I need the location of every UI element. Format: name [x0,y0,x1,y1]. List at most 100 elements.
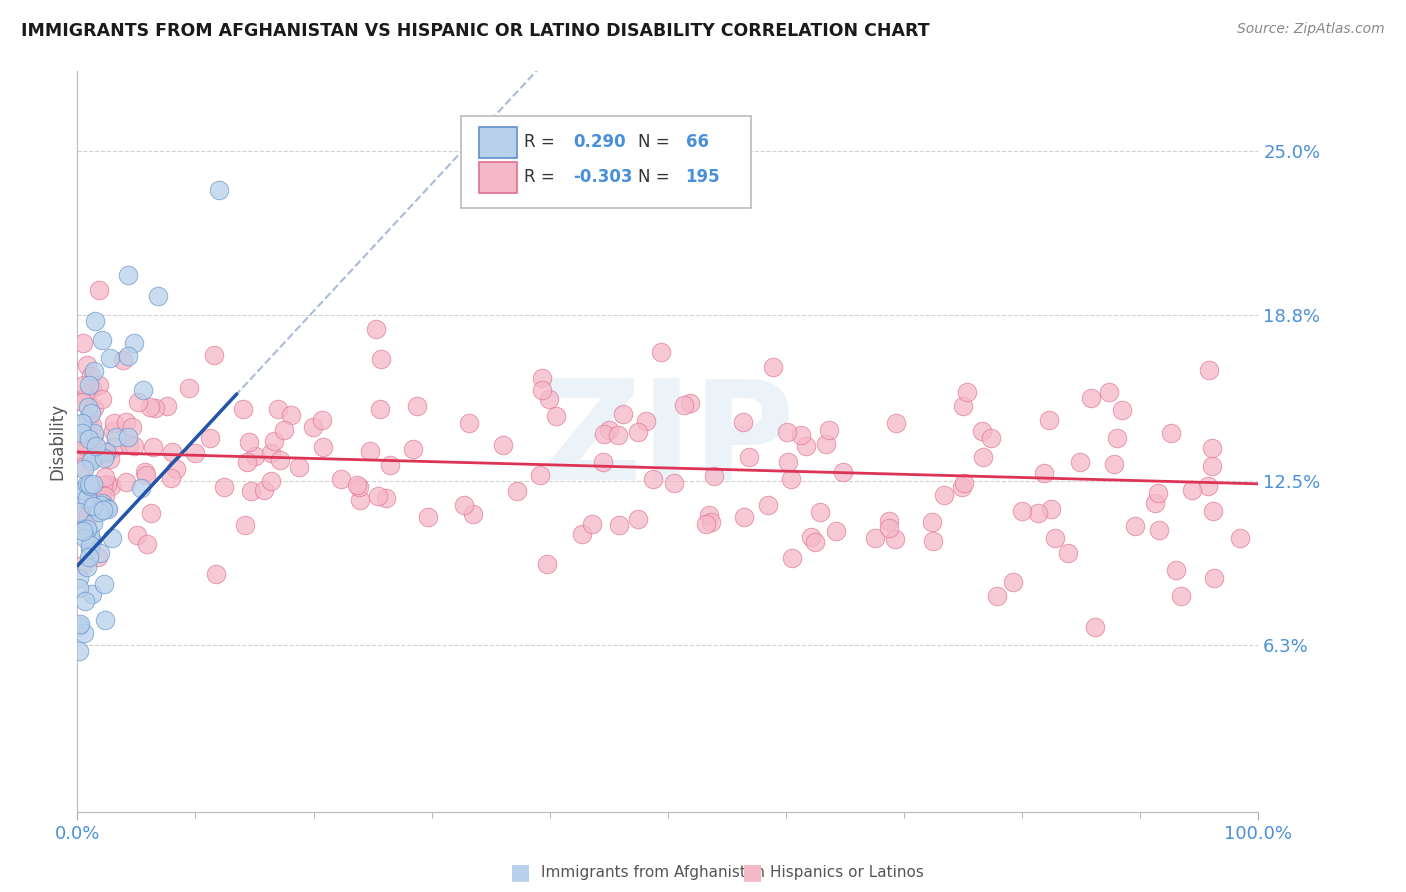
Text: IMMIGRANTS FROM AFGHANISTAN VS HISPANIC OR LATINO DISABILITY CORRELATION CHART: IMMIGRANTS FROM AFGHANISTAN VS HISPANIC … [21,22,929,40]
Point [166,462,188,476]
Point [198,431,221,445]
Point [544,409,567,424]
Point [98,351,121,365]
Point [627,425,650,439]
Point [1181,483,1204,497]
Point [129,481,152,495]
Point [79,478,101,492]
Point [82,534,104,549]
Point [980,431,1002,445]
Text: ZIP: ZIP [541,374,794,509]
Point [141,507,163,521]
Point [1229,531,1251,545]
Point [73,378,96,392]
Point [1144,496,1167,510]
Point [695,516,717,531]
Point [232,401,254,416]
Point [370,402,392,417]
Point [233,517,256,532]
Point [76,522,98,536]
Text: R =: R = [524,134,560,152]
Point [79,541,101,556]
Point [105,429,128,443]
Point [77,378,100,392]
Point [697,508,720,523]
Point [72,395,94,409]
Point [67,571,90,585]
Point [73,626,96,640]
Point [1123,519,1146,533]
Point [118,437,141,451]
Point [91,502,114,516]
FancyBboxPatch shape [479,127,516,158]
Point [83,450,105,464]
Point [703,469,725,483]
Point [90,499,112,513]
Point [103,440,125,454]
Point [67,505,90,519]
Point [269,452,291,467]
Point [127,528,149,542]
Point [932,488,955,502]
Point [77,522,100,536]
Point [804,535,827,549]
Point [87,549,110,564]
Point [1011,504,1033,518]
Point [756,498,779,512]
Point [790,427,813,442]
Text: R =: R = [524,169,560,186]
Point [89,546,111,560]
Point [97,445,120,459]
Point [239,483,262,498]
Point [72,428,94,442]
Point [76,476,98,491]
Point [972,450,994,465]
Point [83,401,105,415]
FancyBboxPatch shape [461,116,751,209]
Text: ■: ■ [742,863,762,882]
Point [253,483,276,498]
Point [598,423,620,437]
Point [72,524,94,538]
Point [87,378,110,392]
Point [72,335,94,350]
Point [76,508,98,523]
Point [1038,412,1060,426]
Point [67,581,90,595]
Point [82,417,104,432]
Point [98,452,121,467]
Point [135,468,157,483]
Point [364,322,387,336]
Point [143,401,166,415]
Point [453,498,475,512]
Point [73,521,96,535]
Point [80,381,103,395]
Point [76,401,98,415]
Point [302,420,325,434]
Point [160,445,183,459]
Text: N =: N = [638,169,675,186]
Point [537,392,560,406]
Point [733,510,755,524]
Point [378,458,401,473]
Point [72,517,94,532]
Point [593,427,616,442]
Point [817,423,839,437]
Point [921,515,943,529]
Text: N =: N = [638,134,675,152]
Point [367,488,389,502]
Point [402,442,425,456]
Y-axis label: Disability: Disability [48,403,66,480]
Point [101,531,124,545]
Point [72,434,94,449]
Point [70,416,93,430]
Text: Hispanics or Latinos: Hispanics or Latinos [770,865,924,880]
Point [208,183,231,197]
Point [91,489,114,503]
Point [679,395,702,409]
Point [159,471,181,485]
Point [330,472,353,486]
Point [80,368,103,383]
Point [83,425,105,440]
Point [492,438,515,452]
